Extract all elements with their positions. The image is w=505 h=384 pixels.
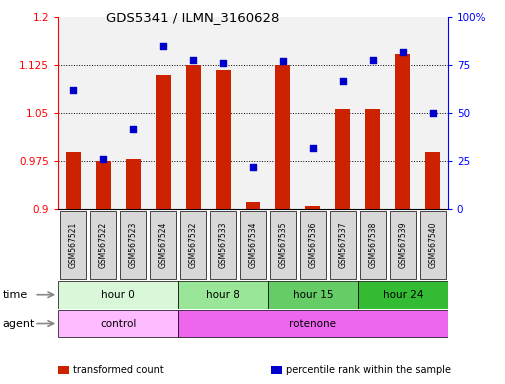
Point	[219, 60, 227, 66]
FancyBboxPatch shape	[360, 211, 385, 279]
Bar	[335, 109, 349, 209]
Bar	[394, 55, 410, 209]
FancyBboxPatch shape	[210, 211, 235, 279]
Point	[69, 87, 77, 93]
Bar	[245, 202, 260, 209]
Point	[368, 56, 376, 63]
FancyBboxPatch shape	[58, 310, 178, 337]
FancyBboxPatch shape	[270, 211, 295, 279]
Text: GSM567521: GSM567521	[69, 222, 78, 268]
FancyBboxPatch shape	[299, 211, 325, 279]
Text: GSM567532: GSM567532	[188, 222, 197, 268]
Bar	[305, 206, 320, 209]
Text: GSM567534: GSM567534	[248, 222, 257, 268]
Bar	[365, 109, 380, 209]
FancyBboxPatch shape	[178, 310, 447, 337]
FancyBboxPatch shape	[357, 281, 447, 309]
Text: hour 24: hour 24	[382, 290, 422, 300]
Text: GSM567522: GSM567522	[98, 222, 108, 268]
Bar	[66, 152, 80, 209]
Point	[278, 58, 286, 65]
Point	[248, 164, 257, 170]
FancyBboxPatch shape	[180, 211, 206, 279]
Text: time: time	[3, 290, 28, 300]
Text: transformed count: transformed count	[73, 365, 164, 375]
FancyBboxPatch shape	[389, 211, 415, 279]
FancyBboxPatch shape	[60, 211, 86, 279]
Bar	[125, 159, 140, 209]
Text: agent: agent	[3, 318, 35, 329]
Text: GDS5341 / ILMN_3160628: GDS5341 / ILMN_3160628	[106, 12, 278, 25]
Text: hour 8: hour 8	[206, 290, 239, 300]
Text: GSM567533: GSM567533	[218, 222, 227, 268]
Point	[189, 56, 197, 63]
Bar	[156, 75, 170, 209]
Point	[398, 49, 406, 55]
Text: GSM567523: GSM567523	[128, 222, 137, 268]
Text: control: control	[100, 318, 136, 329]
Text: GSM567535: GSM567535	[278, 222, 287, 268]
FancyBboxPatch shape	[178, 281, 268, 309]
Text: hour 0: hour 0	[101, 290, 135, 300]
Text: rotenone: rotenone	[289, 318, 336, 329]
Text: GSM567539: GSM567539	[397, 222, 407, 268]
Point	[338, 78, 346, 84]
FancyBboxPatch shape	[150, 211, 175, 279]
Text: hour 15: hour 15	[292, 290, 332, 300]
Text: percentile rank within the sample: percentile rank within the sample	[285, 365, 450, 375]
Text: GSM567524: GSM567524	[158, 222, 167, 268]
Point	[308, 145, 316, 151]
Bar	[185, 65, 200, 209]
Bar	[425, 152, 439, 209]
Point	[129, 126, 137, 132]
Bar	[275, 65, 290, 209]
Text: GSM567537: GSM567537	[338, 222, 347, 268]
FancyBboxPatch shape	[268, 281, 357, 309]
Text: GSM567538: GSM567538	[368, 222, 377, 268]
Text: GSM567540: GSM567540	[427, 222, 436, 268]
FancyBboxPatch shape	[120, 211, 145, 279]
FancyBboxPatch shape	[419, 211, 445, 279]
Point	[99, 156, 107, 162]
FancyBboxPatch shape	[330, 211, 355, 279]
Point	[428, 110, 436, 116]
FancyBboxPatch shape	[240, 211, 265, 279]
FancyBboxPatch shape	[90, 211, 116, 279]
Bar	[215, 70, 230, 209]
FancyBboxPatch shape	[58, 281, 178, 309]
Point	[159, 43, 167, 49]
Text: GSM567536: GSM567536	[308, 222, 317, 268]
Bar	[95, 161, 111, 209]
